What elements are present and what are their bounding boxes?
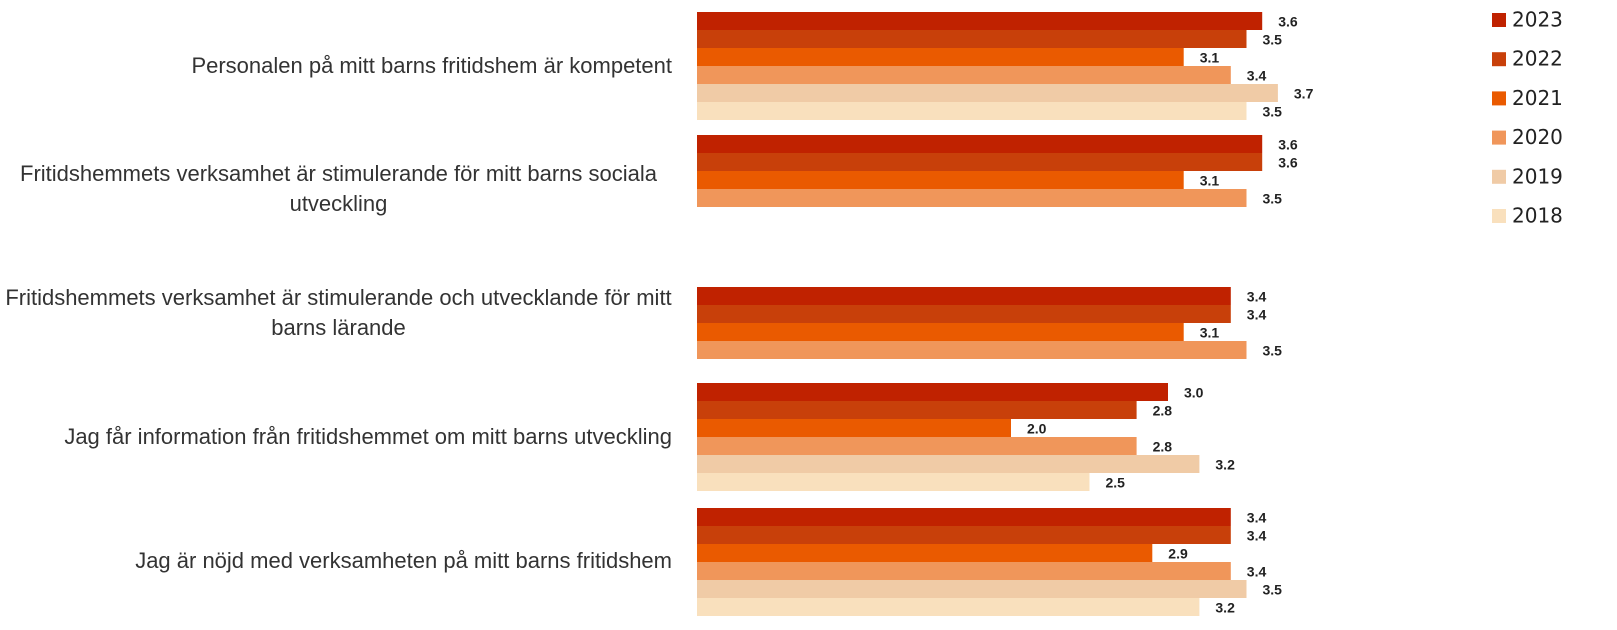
bar [697,383,1168,401]
value-label: 3.4 [1247,510,1267,526]
bar [697,66,1231,84]
value-label: 3.5 [1263,343,1283,359]
value-label: 3.5 [1263,32,1283,48]
bar [697,135,1263,153]
bar [697,305,1231,323]
bar [697,455,1200,473]
bar [697,153,1263,171]
legend-label: 2023 [1512,8,1563,32]
legend-swatch [1492,91,1506,106]
category-text: Jag får information från fritidshemmet o… [64,424,672,449]
value-label: 3.2 [1215,457,1235,473]
value-label: 2.9 [1168,546,1188,562]
value-label: 3.7 [1294,86,1314,102]
value-label: 3.2 [1215,600,1235,616]
category-label: Fritidshemmets verksamhet är stimulerand… [5,283,672,343]
value-label: 3.1 [1200,325,1220,341]
bar [697,323,1184,341]
value-label: 3.1 [1200,173,1220,189]
value-label: 3.6 [1278,155,1298,171]
value-label: 2.8 [1153,403,1173,419]
bar [697,287,1231,305]
legend-label: 2021 [1512,86,1563,110]
bar [697,419,1011,437]
bar [697,341,1247,359]
category-label: Jag är nöjd med verksamheten på mitt bar… [5,546,672,576]
bar [697,580,1247,598]
bar [697,562,1231,580]
legend-swatch [1492,52,1506,67]
bar [697,598,1200,616]
bar [697,12,1263,30]
value-label: 3.6 [1278,14,1298,30]
legend-swatch [1492,130,1506,145]
legend-swatch [1492,13,1506,27]
bar [697,544,1153,562]
bar [697,48,1184,66]
legend-label: 2020 [1512,125,1563,149]
bar [697,102,1247,120]
category-label: Personalen på mitt barns fritidshem är k… [5,51,672,81]
value-label: 3.5 [1263,104,1283,120]
value-label: 2.0 [1027,421,1047,437]
legend-label: 2019 [1512,164,1563,188]
value-label: 3.0 [1184,385,1204,401]
bar [697,30,1247,48]
bar [697,189,1247,207]
value-label: 3.4 [1247,307,1267,323]
value-label: 3.1 [1200,50,1220,66]
legend-swatch [1492,209,1506,223]
category-text: Personalen på mitt barns fritidshem är k… [191,53,672,78]
legend-label: 2018 [1512,204,1563,228]
value-label: 3.4 [1247,289,1267,305]
bar [697,508,1231,526]
bar [697,437,1137,455]
bar [697,473,1090,491]
category-label: Jag får information från fritidshemmet o… [5,422,672,452]
bar [697,171,1184,189]
bar [697,401,1137,419]
bar [697,526,1231,544]
category-text: Jag är nöjd med verksamheten på mitt bar… [135,548,672,573]
value-label: 2.5 [1106,475,1126,491]
bar [697,84,1278,102]
value-label: 2.8 [1153,439,1173,455]
value-label: 3.5 [1263,191,1283,207]
legend-label: 2022 [1512,47,1563,71]
value-label: 3.4 [1247,528,1267,544]
category-text: Fritidshemmets verksamhet är stimulerand… [5,285,672,340]
legend-swatch [1492,169,1506,184]
value-label: 3.4 [1247,564,1267,580]
value-label: 3.5 [1263,582,1283,598]
value-label: 3.6 [1278,137,1298,153]
category-label: Fritidshemmets verksamhet är stimulerand… [5,159,672,219]
value-label: 3.4 [1247,68,1267,84]
category-text: Fritidshemmets verksamhet är stimulerand… [20,161,657,216]
